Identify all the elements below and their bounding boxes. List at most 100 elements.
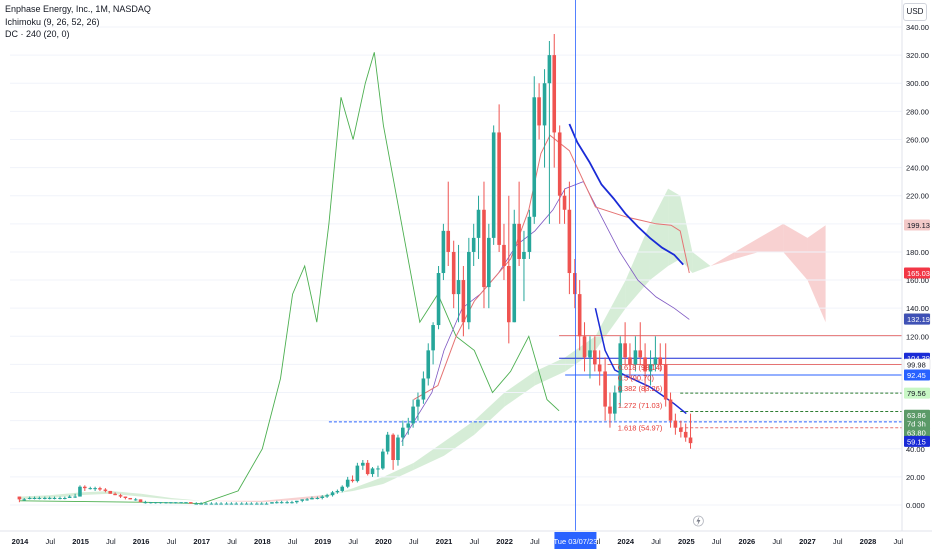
- ichimoku-indicator-label[interactable]: Ichimoku (9, 26, 52, 26): [5, 16, 100, 27]
- candle-body: [679, 427, 683, 432]
- candle-body: [456, 280, 461, 295]
- candle-body: [532, 97, 537, 217]
- time-tick-label: Jul: [167, 537, 177, 546]
- time-tick-label: 2015: [72, 537, 89, 546]
- candle-body: [138, 499, 143, 503]
- candle-body: [547, 55, 552, 84]
- price-tag-box: [904, 313, 930, 325]
- candle-body: [88, 488, 93, 490]
- candle-body: [335, 490, 340, 493]
- candle-body: [83, 486, 87, 489]
- candle-body: [310, 497, 314, 500]
- candle-body: [345, 479, 350, 487]
- candle-body: [209, 503, 214, 505]
- candle-body: [643, 357, 647, 372]
- candle-body: [169, 502, 173, 504]
- time-tick-label: 2022: [496, 537, 513, 546]
- candle-body: [255, 503, 259, 505]
- candle-body: [325, 495, 329, 497]
- candle-body: [573, 273, 577, 295]
- donchian-upper-band: [413, 134, 690, 401]
- time-tick-label: 2021: [436, 537, 453, 546]
- time-tick-label: 2017: [193, 537, 210, 546]
- candle-body: [552, 55, 557, 133]
- candle-body: [259, 503, 264, 505]
- candle-body: [623, 343, 627, 358]
- candle-body: [385, 434, 390, 452]
- candle-body: [577, 294, 582, 337]
- candle-body: [522, 251, 526, 259]
- candle-body: [37, 497, 42, 499]
- donchian-indicator-label[interactable]: DC · 240 (20, 0): [5, 29, 70, 39]
- candle-body: [537, 97, 541, 126]
- candle-body: [285, 502, 289, 504]
- candle-body: [613, 392, 617, 414]
- candle-body: [482, 209, 486, 288]
- candle-body: [638, 350, 643, 358]
- fib-level-label: 1.618 (54.97): [618, 424, 663, 433]
- price-tag-label: 99.98: [907, 360, 926, 369]
- candle-body: [173, 502, 178, 504]
- candle-body: [582, 336, 587, 358]
- candle-body: [179, 502, 183, 504]
- price-tag-box: [904, 427, 930, 439]
- ichimoku-cloud-bullish: [649, 188, 669, 281]
- candle-body: [32, 497, 37, 499]
- candle-body: [239, 503, 244, 505]
- candle-body: [497, 132, 501, 245]
- price-tick-label: 0.000: [906, 501, 925, 510]
- candle-body: [103, 489, 108, 491]
- candle-body: [184, 502, 188, 504]
- candle-body: [618, 343, 623, 393]
- time-tick-label: 2026: [739, 537, 756, 546]
- candle-body: [305, 499, 309, 501]
- candle-body: [436, 273, 441, 326]
- candle-body: [330, 492, 335, 496]
- price-tag-label: 59.15: [907, 437, 926, 446]
- candle-body: [164, 502, 168, 504]
- candle-body: [98, 488, 102, 490]
- candle-body: [608, 406, 612, 414]
- candle-body: [401, 427, 405, 438]
- time-tick-label: Jul: [106, 537, 116, 546]
- candle-body: [507, 266, 511, 323]
- price-tick-label: 340.00: [906, 23, 929, 32]
- candle-body: [406, 423, 411, 428]
- ichimoku-cloud-bullish: [565, 336, 596, 372]
- currency-button[interactable]: USD: [903, 3, 927, 21]
- candle-body: [189, 502, 193, 504]
- candle-body: [658, 357, 663, 365]
- fib-level-label: 0.382 (83.26): [618, 384, 663, 393]
- candle-body: [476, 209, 481, 238]
- time-tick-label: Jul: [712, 537, 722, 546]
- time-tick-label: Jul: [893, 537, 903, 546]
- candle-body: [270, 502, 274, 504]
- candle-body: [290, 502, 294, 504]
- candle-body: [158, 502, 163, 504]
- time-tick-label: 2018: [254, 537, 271, 546]
- price-tick-label: 180.00: [906, 248, 929, 257]
- candle-body: [320, 496, 325, 498]
- candle-body: [426, 350, 431, 379]
- candle-body: [467, 251, 471, 323]
- time-tick-label: 2020: [375, 537, 392, 546]
- ichimoku-cloud-bullish: [680, 195, 693, 274]
- candle-body: [588, 350, 592, 358]
- flash-icon-glyph: [696, 516, 701, 526]
- candle-body: [219, 503, 223, 505]
- time-tick-label: 2025: [678, 537, 695, 546]
- price-tick-label: 140.00: [906, 304, 929, 313]
- candle-body: [249, 503, 254, 505]
- candle-body: [562, 195, 567, 210]
- candle-body: [542, 83, 547, 126]
- candle-body: [593, 350, 597, 365]
- price-tag-label: 199.13: [907, 221, 930, 230]
- candle-body: [340, 486, 345, 491]
- candle-body: [108, 490, 113, 494]
- price-tick-label: 160.00: [906, 276, 929, 285]
- fib-level-label: 1.272 (71.03): [618, 401, 663, 410]
- ichimoku-cloud-bearish: [201, 500, 263, 503]
- candle-body: [381, 451, 385, 469]
- time-tick-label: Jul: [651, 537, 661, 546]
